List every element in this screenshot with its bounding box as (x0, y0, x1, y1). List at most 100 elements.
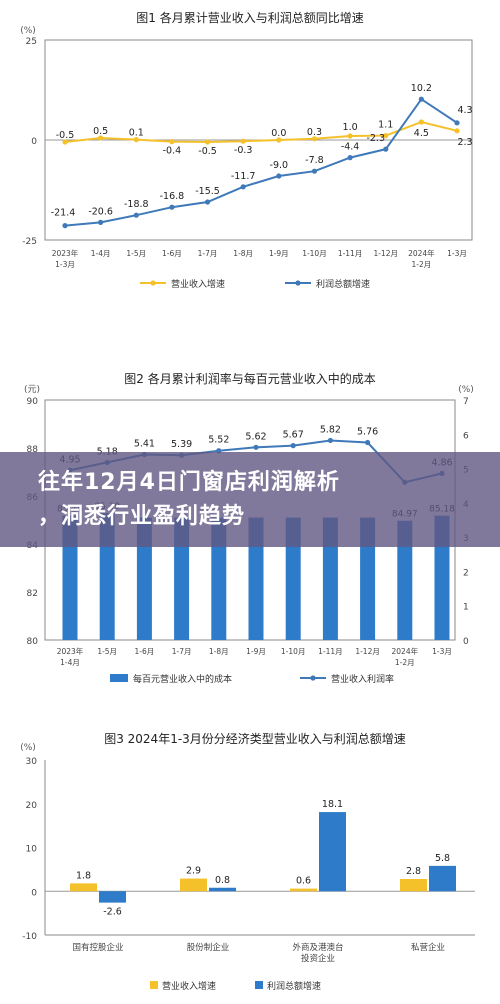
chart3-bar-label: 18.1 (322, 799, 343, 810)
chart1-x-tick: 1-7月 (198, 249, 218, 258)
chart-revenue-profit-growth: 图1 各月累计营业收入与利润总额同比增速 (%) 25 0 -25 2023年 1-3月 1-… (0, 0, 500, 300)
chart2-bar (322, 517, 338, 640)
chart3-bar-s2 (99, 891, 126, 903)
chart2-line-point (327, 437, 333, 444)
chart3-bar-label: 2.9 (186, 866, 201, 877)
chart3-bar-s1 (290, 888, 317, 892)
chart1-data-label: -20.6 (88, 206, 113, 217)
chart2-x-tick: 1-7月 (172, 647, 192, 656)
chart3-x-tick: 投资企业 (301, 953, 335, 964)
chart2-bar (360, 517, 376, 640)
chart1-x-tick: 1-11月 (338, 249, 363, 258)
chart2-line-label: 5.41 (134, 439, 155, 450)
chart2-x-tick: 1-9月 (246, 647, 266, 656)
chart1-point-s2 (204, 199, 211, 205)
chart1-point-s1 (98, 135, 104, 141)
chart1-data-label: -0.4 (163, 146, 182, 157)
chart2-left-tick: 88 (27, 445, 39, 455)
chart2-line-point (290, 443, 296, 449)
chart1-data-label: -11.7 (231, 171, 256, 182)
chart1-y-tick: 0 (31, 137, 37, 147)
chart3-bar-s1 (70, 883, 97, 892)
chart3-y-tick: 10 (26, 845, 38, 855)
chart1-data-label: -15.5 (195, 186, 220, 197)
chart2-legend-bar-swatch (110, 674, 128, 682)
chart1-data-label: -18.8 (124, 199, 149, 210)
banner-title-line1: 往年12月4日门窗店利润解析 (38, 469, 340, 495)
chart3-bar-label: 5.8 (435, 853, 450, 864)
chart1-x-tick: 2024年 (408, 248, 435, 258)
chart3-title: 图3 2024年1-3月份分经济类型营业收入与利润总额增速 (104, 731, 406, 746)
chart3-y-tick: 20 (26, 801, 38, 811)
chart3-bar-s1 (400, 879, 427, 892)
chart2-legend-line-marker (310, 675, 316, 681)
chart1-x-tick: 1-10月 (302, 249, 327, 258)
chart2-x-tick: 1-10月 (281, 647, 306, 656)
chart1-data-label: -4.4 (341, 142, 360, 153)
chart2-left-tick: 82 (27, 589, 38, 599)
chart1-legend-label: 营业收入增速 (171, 278, 225, 290)
chart3-bar-s2 (429, 865, 456, 892)
chart2-bar (285, 517, 301, 640)
chart2-x-tick: 2024年 (392, 646, 419, 656)
chart1-x-tick: 1-12月 (373, 249, 398, 258)
chart1-point-s1 (169, 139, 175, 145)
chart3-x-tick: 外商及港澳台 (292, 942, 343, 953)
chart1-point-s2 (418, 96, 424, 102)
chart1-data-label: 0.0 (271, 128, 286, 139)
chart3-bar-s1 (180, 878, 207, 892)
chart3-y-tick: 30 (26, 757, 38, 767)
chart2-right-tick: 6 (463, 431, 469, 441)
chart3-bar-label: 1.8 (76, 870, 91, 881)
title-banner: 往年12月4日门窗店利润解析 ，洞悉行业盈利趋势 (0, 452, 500, 547)
chart1-legend-marker (295, 280, 301, 286)
chart3-legend-label: 营业收入增速 (162, 980, 216, 992)
chart1-point-s1 (347, 133, 353, 139)
chart3-bar-s2 (319, 812, 346, 892)
chart-profit-margin-cost: 图2 各月累计利润率与每百元营业收入中的成本(元)(%)808284868890… (0, 365, 500, 695)
chart1-data-label: 0.3 (307, 127, 322, 138)
chart1-point-s1 (383, 133, 389, 139)
chart2-line-label: 5.82 (320, 424, 341, 435)
chart1-data-label: -7.8 (305, 155, 324, 166)
chart1-data-label: 1.0 (343, 122, 358, 133)
chart2-x-tick: 1-3月 (432, 647, 452, 656)
chart1-point-s1 (454, 128, 460, 134)
chart2-line-label: 5.39 (171, 439, 192, 450)
chart1-point-s2 (311, 168, 318, 174)
chart1-point-s2 (169, 204, 175, 210)
chart3-bar-s2 (209, 887, 236, 892)
chart1-point-s1 (204, 139, 211, 145)
chart1-title: 图1 各月累计营业收入与利润总额同比增速 (136, 10, 363, 25)
chart1-x-tick: 2023年 (52, 248, 79, 258)
chart3-bar-label: -2.6 (103, 907, 122, 918)
chart1-data-label: -16.8 (160, 191, 185, 202)
chart3-y-tick: -10 (22, 932, 37, 942)
chart1-point-s1 (62, 139, 68, 145)
chart1-svg: 图1 各月累计营业收入与利润总额同比增速 (%)25 0 -25 2023年 1-3月 1-… (20, 10, 472, 290)
chart1-x-tick: 1-9月 (269, 249, 289, 258)
chart2-line-point (365, 439, 371, 446)
chart2-x-tick: 1-11月 (318, 647, 343, 656)
chart-ownership-growth: 图3 2024年1-3月份分经济类型营业收入与利润总额增速 (%) -10 0 10 20… (0, 725, 500, 1000)
chart1-point-s1 (311, 136, 318, 142)
chart2-x-tick: 1-5月 (97, 647, 117, 656)
chart2-bar (397, 520, 413, 640)
chart2-bar (248, 517, 264, 640)
chart2-line-point (253, 444, 259, 450)
chart1-point-s2 (62, 223, 68, 229)
chart1-point-s1 (133, 137, 139, 143)
chart2-x-tick: 1-6月 (135, 647, 155, 656)
chart1-x-tick: 1-5月 (126, 249, 146, 258)
chart2-line-label: 5.76 (357, 427, 378, 438)
chart2-line-label: 5.62 (245, 431, 266, 442)
chart2-right-unit: (%) (458, 385, 474, 395)
chart2-left-unit: (元) (24, 385, 40, 395)
chart1-y-tick: 25 (26, 37, 37, 47)
chart1-series-line-1 (64, 120, 458, 144)
chart1-data-label: 2.3 (457, 137, 472, 148)
chart2-right-tick: 0 (463, 637, 469, 647)
chart2-left-tick: 80 (27, 637, 39, 647)
chart3-x-tick: 国有控股企业 (72, 942, 123, 953)
